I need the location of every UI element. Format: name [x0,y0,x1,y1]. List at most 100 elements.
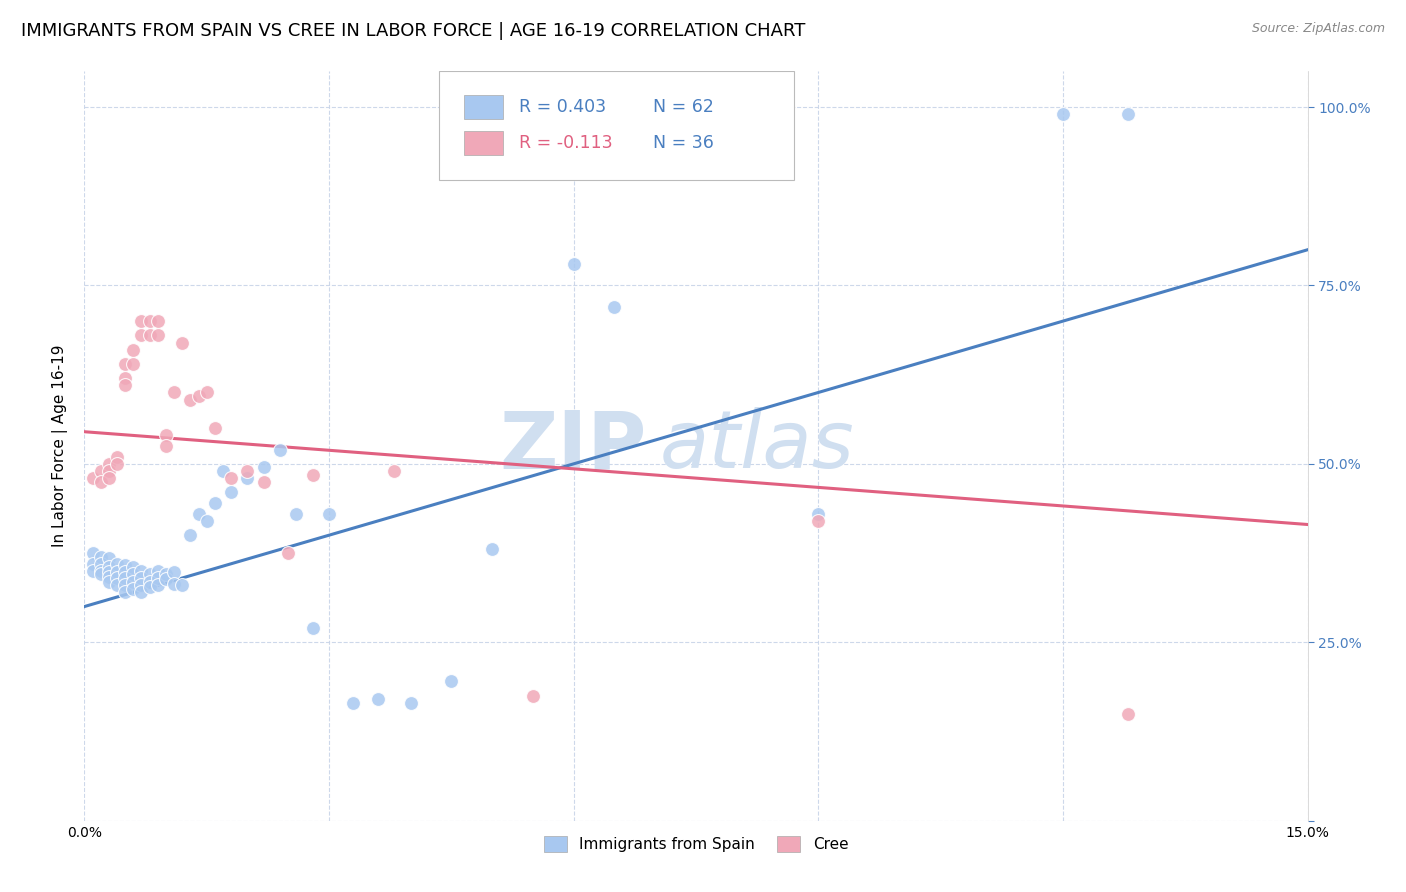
Point [97,566,120,580]
FancyBboxPatch shape [439,71,794,180]
Point [105,450,128,464]
Point [172,578,194,592]
Point [212,464,235,478]
Point [195,514,218,528]
Point [131,314,153,328]
Point [146,314,169,328]
Point [82,557,104,571]
Point [155,567,177,582]
Point [97,560,120,574]
Point [114,578,136,592]
Point [301,621,323,635]
Point [219,485,242,500]
Point [382,464,405,478]
Point [105,566,128,580]
Point [131,578,153,592]
Point [1116,107,1139,121]
Point [90,557,112,571]
Point [122,357,145,371]
Point [138,574,160,589]
Point [97,457,120,471]
Legend: Immigrants from Spain, Cree: Immigrants from Spain, Cree [537,830,855,858]
Point [204,496,226,510]
Point [179,392,201,407]
Point [269,442,291,457]
Point [97,569,120,583]
Point [90,549,112,564]
Point [367,692,389,706]
Point [146,564,169,578]
Point [122,560,145,574]
Point [603,300,626,314]
Point [155,573,177,587]
Point [82,546,104,560]
Point [399,696,422,710]
Point [253,460,276,475]
Point [146,571,169,585]
Text: ZIP: ZIP [499,407,647,485]
Point [204,421,226,435]
Point [82,564,104,578]
Text: IMMIGRANTS FROM SPAIN VS CREE IN LABOR FORCE | AGE 16-19 CORRELATION CHART: IMMIGRANTS FROM SPAIN VS CREE IN LABOR F… [21,22,806,40]
Point [97,471,120,485]
Point [97,574,120,589]
Point [195,385,218,400]
Point [105,578,128,592]
Point [807,514,830,528]
Text: atlas: atlas [659,407,853,485]
Point [131,571,153,585]
Point [114,558,136,573]
Text: R = 0.403: R = 0.403 [519,98,606,116]
Point [1116,706,1139,721]
Point [146,328,169,343]
Point [131,564,153,578]
Text: Source: ZipAtlas.com: Source: ZipAtlas.com [1251,22,1385,36]
Point [105,571,128,585]
Point [481,542,503,557]
Point [90,567,112,582]
Point [285,507,308,521]
Point [187,507,209,521]
Point [155,439,177,453]
Point [90,464,112,478]
Point [163,385,186,400]
Point [131,585,153,599]
Point [97,551,120,566]
Point [253,475,276,489]
Text: N = 36: N = 36 [654,134,714,152]
Point [342,696,364,710]
Point [522,689,544,703]
Point [114,571,136,585]
Point [131,328,153,343]
Point [301,467,323,482]
Point [122,574,145,589]
Point [440,674,463,689]
Point [114,585,136,599]
Point [105,557,128,571]
FancyBboxPatch shape [464,95,503,120]
Point [138,328,160,343]
Point [114,566,136,580]
Point [146,578,169,592]
Point [122,567,145,582]
Point [807,507,830,521]
Point [97,464,120,478]
Point [90,475,112,489]
Point [122,582,145,596]
Point [122,343,145,357]
Point [172,335,194,350]
Y-axis label: In Labor Force | Age 16-19: In Labor Force | Age 16-19 [52,344,69,548]
Point [562,257,585,271]
Point [155,428,177,442]
Point [236,464,259,478]
FancyBboxPatch shape [464,130,503,154]
Point [90,564,112,578]
Point [138,314,160,328]
Point [138,580,160,594]
Point [187,389,209,403]
Point [1052,107,1074,121]
Point [114,357,136,371]
Point [179,528,201,542]
Point [138,567,160,582]
Point [114,378,136,392]
